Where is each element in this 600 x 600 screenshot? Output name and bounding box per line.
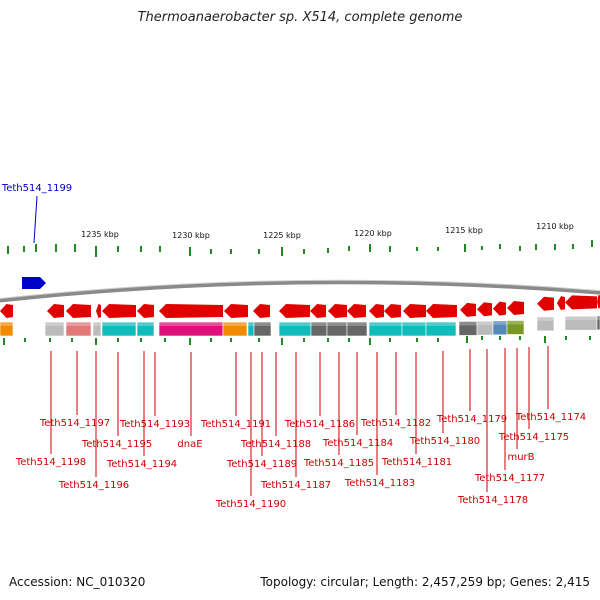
gene-label[interactable]: Teth514_1196 <box>58 480 129 491</box>
gene-arrow <box>426 303 457 318</box>
cog-bar <box>44 321 65 337</box>
highlighted-gene-label[interactable]: Teth514_1199 <box>1 183 72 194</box>
gene-arrow <box>0 304 13 318</box>
gene-label[interactable]: Teth514_1193 <box>119 419 190 430</box>
cog-bar <box>536 316 555 332</box>
gene-arrow <box>507 300 524 315</box>
cog-bar <box>92 321 102 337</box>
cog-bar <box>136 321 155 337</box>
gene-arrow <box>384 304 401 318</box>
highlighted-gene-arrow[interactable] <box>22 277 46 289</box>
scale-label: 1235 kbp <box>81 230 119 239</box>
cog-bar <box>506 320 525 335</box>
cog-bar <box>253 321 272 337</box>
gene-arrow <box>347 304 366 318</box>
gene-label[interactable]: Teth514_1187 <box>260 480 331 491</box>
scale-ticks <box>7 240 593 257</box>
gene-label[interactable]: dnaE <box>177 439 202 450</box>
cog-bar <box>65 321 92 337</box>
gene-label[interactable]: Teth514_1179 <box>436 414 507 425</box>
gene-arrows <box>0 294 600 318</box>
gene-arrow <box>310 304 326 318</box>
gene-arrow <box>279 304 310 318</box>
gene-label[interactable]: Teth514_1185 <box>303 458 374 469</box>
gene-label[interactable]: murB <box>507 452 534 463</box>
gene-label[interactable]: Teth514_1198 <box>15 457 86 468</box>
gene-arrow <box>369 304 384 318</box>
scale-label: 1225 kbp <box>263 231 301 240</box>
gene-arrow <box>477 302 492 317</box>
gene-label[interactable]: Teth514_1194 <box>106 459 177 470</box>
gene-arrow <box>493 301 506 316</box>
gene-label[interactable]: Teth514_1174 <box>515 412 586 423</box>
highlight-leader-line <box>33 195 38 244</box>
gene-arrow <box>537 296 554 311</box>
gene-label[interactable]: Teth514_1195 <box>81 439 152 450</box>
gene-label[interactable]: Teth514_1186 <box>284 419 355 430</box>
scale-label: 1210 kbp <box>536 222 574 231</box>
highlighted-gene[interactable]: Teth514_1199 <box>1 183 72 289</box>
gene-label[interactable]: Teth514_1177 <box>474 473 545 484</box>
scale-label: 1215 kbp <box>445 226 483 235</box>
gene-arrow <box>557 296 565 311</box>
gene-arrow <box>102 304 136 318</box>
gene-label[interactable]: Teth514_1181 <box>381 457 452 468</box>
gene-arrow <box>47 304 64 318</box>
gene-label[interactable]: Teth514_1189 <box>226 459 297 470</box>
gene-label[interactable]: Teth514_1188 <box>240 439 311 450</box>
gene-label[interactable]: Teth514_1178 <box>457 495 528 506</box>
gene-label[interactable]: Teth514_1191 <box>200 419 271 430</box>
cog-bar <box>101 321 137 337</box>
gene-label[interactable]: Teth514_1180 <box>409 436 480 447</box>
cog-bar <box>425 321 457 337</box>
inner-ticks <box>3 336 591 345</box>
accession-text: Accession: NC_010320 <box>9 575 146 589</box>
map-title: Thermoanaerobacter sp. X514, complete ge… <box>137 10 463 25</box>
cog-bar <box>346 321 368 337</box>
cog-bar <box>0 321 14 337</box>
cog-color-bars <box>0 315 600 337</box>
gene-arrow <box>66 304 91 318</box>
gene-arrow <box>137 304 154 318</box>
gene-label[interactable]: Teth514_1190 <box>215 499 286 510</box>
scale-label: 1230 kbp <box>172 231 210 240</box>
label-leader-lines <box>50 346 549 496</box>
cog-bar <box>596 315 600 331</box>
scale-labels: 1235 kbp 1230 kbp 1225 kbp 1220 kbp 1215 kbp… <box>81 222 574 240</box>
gene-arrow <box>224 304 248 318</box>
gene-arrow <box>597 294 600 309</box>
gene-label[interactable]: Teth514_1175 <box>498 432 569 443</box>
genome-backbone <box>0 280 600 303</box>
genome-summary-text: Topology: circular; Length: 2,457,259 bp… <box>260 575 590 589</box>
gene-label[interactable]: Teth514_1183 <box>344 478 415 489</box>
gene-arrow <box>565 295 597 310</box>
gene-label[interactable]: Teth514_1182 <box>360 418 431 429</box>
gene-arrow <box>460 302 476 317</box>
gene-label[interactable]: Teth514_1184 <box>322 438 393 449</box>
gene-arrow <box>403 304 426 318</box>
gene-labels: Teth514_1198 Teth514_1197 Teth514_1196 Teth… <box>15 412 586 510</box>
gene-arrow <box>159 304 223 318</box>
cog-bar <box>222 321 248 337</box>
gene-arrow <box>96 304 101 318</box>
gene-arrow <box>253 304 270 318</box>
gene-label[interactable]: Teth514_1197 <box>39 418 110 429</box>
scale-label: 1220 kbp <box>354 229 392 238</box>
gene-arrow <box>328 304 347 318</box>
